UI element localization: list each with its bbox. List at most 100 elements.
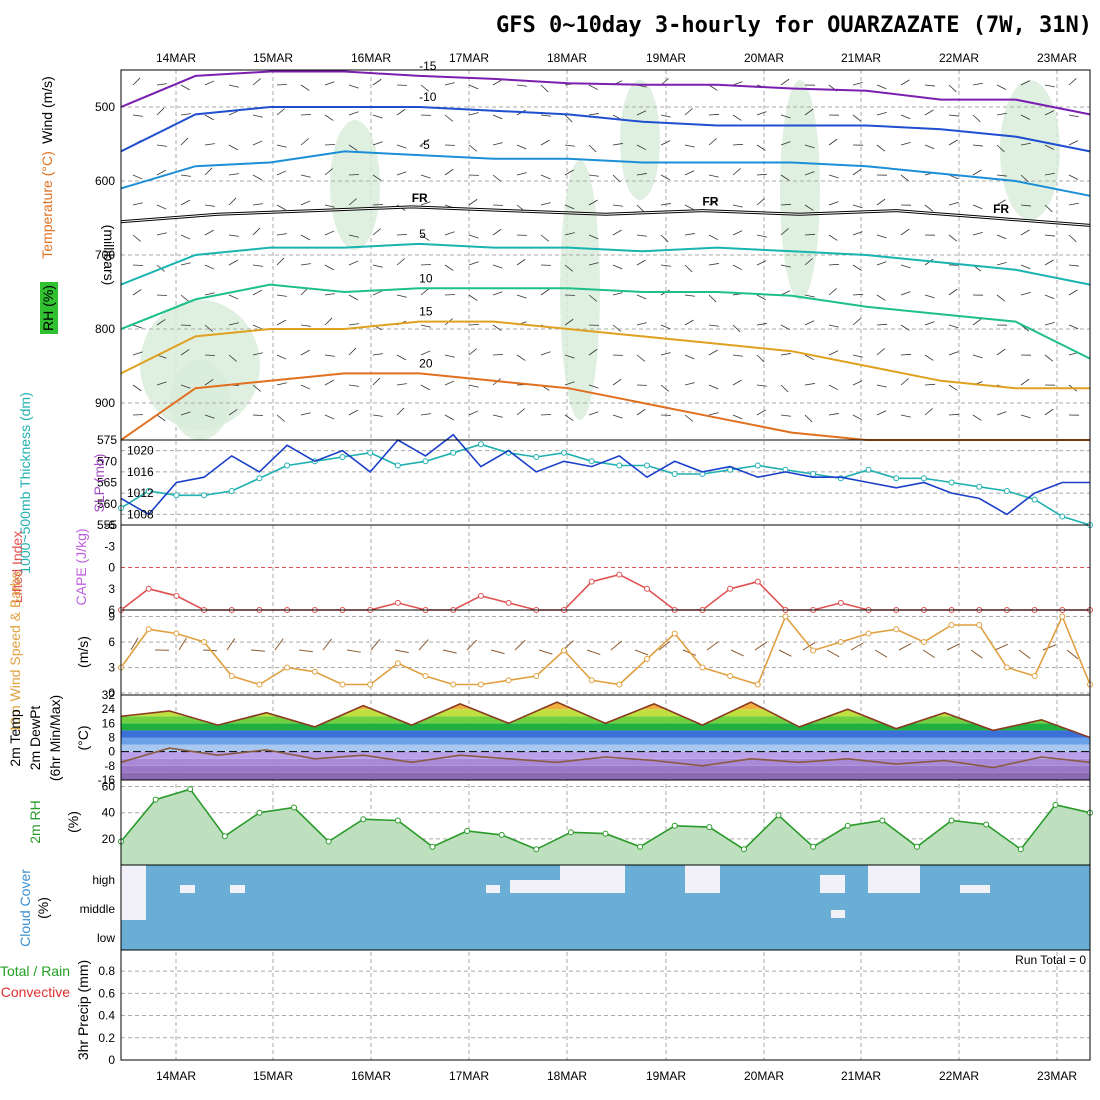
upper-wind-barb bbox=[1020, 114, 1031, 120]
upper-wind-barb bbox=[1068, 174, 1079, 180]
upper-wind-barb bbox=[924, 294, 935, 299]
thickness-point bbox=[450, 449, 457, 456]
date-label-bottom: 21MAR bbox=[841, 1069, 881, 1083]
wind-speed-point bbox=[671, 630, 678, 637]
upper-wind-barb bbox=[396, 258, 405, 266]
upper-wind-barb bbox=[636, 294, 647, 300]
wind-barb bbox=[322, 638, 333, 651]
upper-wind-barb bbox=[372, 228, 381, 236]
isotherm-line bbox=[120, 372, 1090, 441]
cloud-level-middle: middle bbox=[80, 902, 116, 916]
upper-wind-barb bbox=[252, 264, 263, 267]
upper-wind-barb bbox=[444, 294, 456, 296]
thickness-point bbox=[1059, 513, 1066, 520]
upper-wind-barb bbox=[1020, 204, 1031, 207]
cloud-gap bbox=[560, 865, 625, 893]
upper-wind-barb bbox=[948, 413, 960, 416]
upper-wind-barb bbox=[924, 408, 933, 416]
upper-wind-barb bbox=[180, 262, 191, 266]
upper-wind-barb bbox=[756, 260, 767, 266]
wind-barb bbox=[274, 638, 284, 651]
thickness-point bbox=[284, 462, 291, 469]
date-label-top: 15MAR bbox=[253, 51, 293, 65]
wind-speed-point bbox=[228, 673, 235, 679]
temp-tick: -8 bbox=[104, 759, 115, 773]
upper-wind-barb bbox=[1068, 289, 1078, 296]
date-label-top: 17MAR bbox=[449, 51, 489, 65]
upper-wind-barb bbox=[708, 174, 719, 178]
slp-tick: 1020 bbox=[127, 444, 154, 458]
slp-line bbox=[120, 433, 1090, 516]
upper-wind-barb bbox=[708, 200, 719, 206]
rh-point bbox=[394, 817, 401, 824]
temp-tick: 32 bbox=[102, 688, 116, 702]
upper-wind-barb bbox=[300, 324, 311, 327]
upper-wind-barb bbox=[948, 324, 959, 329]
upper-wind-barb bbox=[348, 347, 357, 356]
upper-wind-barb bbox=[492, 354, 504, 356]
upper-wind-barb bbox=[156, 414, 166, 422]
upper-wind-barb bbox=[588, 384, 599, 389]
wind-barb bbox=[442, 649, 457, 654]
upper-wind-barb bbox=[564, 318, 574, 326]
upper-wind-barb bbox=[324, 264, 334, 271]
upper-wind-barb bbox=[684, 170, 695, 176]
upper-wind-barb bbox=[948, 84, 957, 93]
wind-speed-point bbox=[782, 613, 789, 620]
wind-barb bbox=[898, 642, 912, 651]
upper-wind-barb bbox=[276, 233, 287, 236]
wind-speed-line bbox=[120, 614, 1091, 686]
temp-axis-label-1: 2m Temp bbox=[7, 709, 23, 767]
cloud-gap bbox=[820, 875, 845, 893]
upper-wind-barb bbox=[684, 233, 695, 236]
upper-wind-barb bbox=[540, 174, 551, 180]
upper-wind-barb bbox=[444, 380, 455, 386]
upper-wind-barb bbox=[828, 234, 838, 241]
upper-wind-barb bbox=[276, 382, 287, 386]
wind-speed-point bbox=[1059, 613, 1066, 620]
upper-wind-barb bbox=[924, 144, 935, 150]
thickness-axis-label: 1000~500mb Thickness (dm) bbox=[17, 392, 33, 573]
thickness-point bbox=[533, 454, 540, 460]
upper-wind-barb bbox=[204, 379, 214, 386]
wind-tick: 0 bbox=[108, 686, 115, 700]
upper-wind-barb bbox=[1044, 354, 1054, 362]
upper-wind-barb bbox=[276, 294, 287, 297]
date-label-top: 16MAR bbox=[351, 51, 391, 65]
upper-wind-barb bbox=[132, 289, 142, 296]
upper-wind-barb bbox=[1020, 142, 1031, 146]
isotherm-line bbox=[120, 242, 1091, 286]
upper-wind-barb bbox=[396, 407, 405, 416]
upper-wind-barb bbox=[276, 257, 285, 266]
rh-fill bbox=[121, 789, 1090, 865]
upper-wind-barb bbox=[924, 383, 936, 386]
upper-wind-barb bbox=[684, 382, 695, 386]
upper-wind-barb bbox=[252, 227, 261, 236]
upper-wind-barb bbox=[324, 168, 333, 176]
upper-wind-barb bbox=[1044, 144, 1055, 150]
rh-point bbox=[152, 796, 159, 803]
rh-point bbox=[602, 830, 609, 837]
upper-wind-barb bbox=[468, 198, 478, 206]
isotherm-label: 20 bbox=[419, 356, 433, 370]
upper-wind-barb bbox=[540, 202, 551, 206]
rh-point bbox=[844, 822, 851, 829]
cloud-gap bbox=[510, 880, 560, 893]
cape-axis-label: CAPE (J/kg) bbox=[73, 528, 89, 605]
rh-legend: RH (%) bbox=[40, 285, 56, 331]
freezing-label: FR bbox=[412, 191, 428, 205]
upper-wind-barb bbox=[1044, 84, 1055, 88]
upper-wind-barb bbox=[132, 174, 143, 180]
temp-unit: (°C) bbox=[75, 725, 91, 750]
lifted-index-point bbox=[394, 599, 401, 606]
wind-speed-point bbox=[173, 630, 180, 637]
upper-wind-barb bbox=[684, 144, 695, 148]
upper-wind-barb bbox=[156, 232, 167, 236]
upper-wind-barb bbox=[876, 348, 885, 356]
upper-wind-barb bbox=[828, 263, 840, 266]
upper-wind-barb bbox=[420, 201, 431, 206]
upper-wind-barb bbox=[564, 381, 575, 386]
upper-wind-barb bbox=[1068, 140, 1079, 146]
upper-wind-barb bbox=[564, 169, 574, 176]
upper-wind-barb bbox=[252, 352, 263, 356]
